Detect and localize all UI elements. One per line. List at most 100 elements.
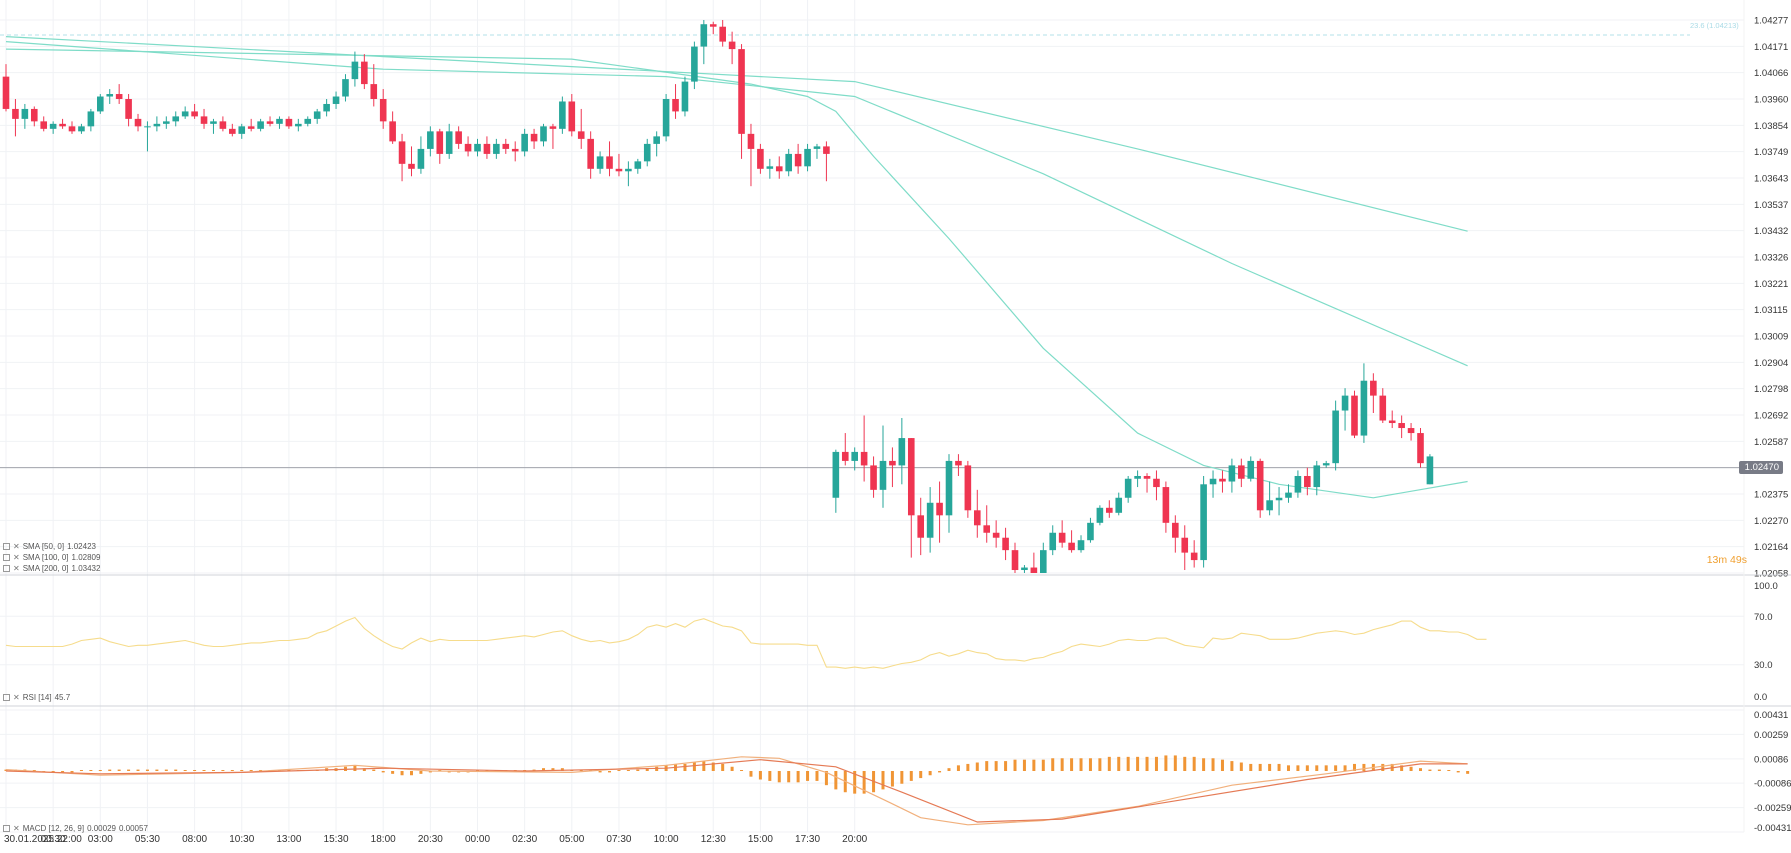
y-tick-label: 1.03537 bbox=[1754, 200, 1788, 211]
candle-body bbox=[200, 116, 208, 124]
macd-histogram-bar bbox=[645, 768, 649, 771]
legend-label: SMA [100, 0] bbox=[22, 553, 69, 562]
x-tick-label: 05:30 bbox=[135, 834, 160, 845]
macd-tick-label: 0.00259 bbox=[1754, 730, 1788, 741]
close-icon[interactable]: ✕ bbox=[13, 824, 20, 833]
candle-body bbox=[78, 126, 85, 132]
macd-histogram-bar bbox=[994, 761, 998, 771]
x-tick-label: 10:00 bbox=[654, 834, 679, 845]
candle-body bbox=[370, 84, 378, 99]
macd-histogram-bar bbox=[202, 770, 206, 771]
candle-body bbox=[323, 103, 330, 112]
candle-body bbox=[879, 460, 887, 490]
candle-body bbox=[596, 156, 604, 169]
y-tick-label: 1.03432 bbox=[1754, 226, 1788, 237]
macd-histogram-bar bbox=[61, 771, 65, 773]
candle-body bbox=[823, 146, 830, 154]
candle-body bbox=[804, 148, 811, 167]
close-icon[interactable]: ✕ bbox=[13, 553, 20, 562]
macd-histogram-bar bbox=[1419, 768, 1422, 771]
legend-sma-200[interactable]: ✕ SMA [200, 0] 1.03432 bbox=[3, 564, 100, 573]
candle-body bbox=[210, 121, 217, 124]
candle-body bbox=[813, 146, 821, 149]
candle-body bbox=[115, 94, 123, 99]
macd-histogram-bar bbox=[777, 771, 781, 783]
candle-body bbox=[144, 126, 151, 128]
macd-histogram-bar bbox=[702, 761, 706, 771]
candle-body bbox=[1040, 550, 1047, 573]
x-tick-label: 02:30 bbox=[512, 834, 537, 845]
candle-body bbox=[276, 118, 283, 124]
macd-histogram-bar bbox=[372, 769, 376, 771]
candle-body bbox=[49, 123, 57, 129]
y-tick-label: 1.02270 bbox=[1754, 516, 1788, 527]
candle-body bbox=[577, 131, 585, 139]
macd-histogram-bar bbox=[391, 771, 395, 774]
macd-histogram-bar bbox=[1400, 765, 1404, 771]
indicator-settings-icon[interactable] bbox=[3, 694, 10, 701]
rsi-tick-label: 30.0 bbox=[1754, 660, 1773, 671]
candle-body bbox=[757, 148, 764, 169]
candle-body bbox=[945, 460, 953, 516]
candle-body bbox=[87, 111, 95, 127]
legend-rsi[interactable]: ✕ RSI [14] 45.7 bbox=[3, 693, 70, 702]
rsi-line bbox=[5, 616, 1487, 669]
candle-body bbox=[1238, 465, 1245, 479]
candle-body bbox=[973, 510, 981, 526]
indicator-settings-icon[interactable] bbox=[3, 565, 10, 572]
fib-level-label: 23.6 (1.04213) bbox=[1690, 21, 1739, 30]
legend-value: 1.02809 bbox=[71, 553, 101, 562]
macd-histogram-bar bbox=[598, 771, 602, 773]
macd-histogram-bar bbox=[98, 770, 102, 771]
indicator-settings-icon[interactable] bbox=[3, 543, 10, 550]
close-icon[interactable]: ✕ bbox=[13, 542, 20, 551]
x-tick-label: 10:30 bbox=[229, 834, 254, 845]
candle-body bbox=[12, 108, 19, 119]
indicator-settings-icon[interactable] bbox=[3, 825, 10, 832]
rsi-tick-label: 100.0 bbox=[1754, 581, 1778, 592]
macd-histogram-bar bbox=[127, 769, 131, 771]
candle-body bbox=[1351, 395, 1358, 436]
candle-body bbox=[97, 96, 104, 112]
candle-body bbox=[841, 451, 849, 461]
candle-body bbox=[417, 148, 425, 169]
candle-body bbox=[936, 502, 943, 516]
candle-body bbox=[653, 136, 660, 144]
macd-histogram-bar bbox=[551, 768, 555, 771]
macd-histogram-bar bbox=[174, 769, 178, 771]
macd-histogram-bar bbox=[353, 765, 357, 771]
candle-body bbox=[549, 126, 557, 129]
candle-body bbox=[474, 143, 481, 152]
candle-body bbox=[172, 116, 180, 122]
macd-histogram-bar bbox=[1315, 765, 1319, 771]
candle-body bbox=[1426, 456, 1434, 485]
candle-body bbox=[615, 168, 623, 172]
candle-body bbox=[389, 121, 396, 142]
macd-histogram-bar bbox=[1437, 769, 1441, 771]
macd-histogram-bar bbox=[1381, 763, 1385, 771]
close-icon[interactable]: ✕ bbox=[13, 564, 20, 573]
macd-histogram-bar bbox=[230, 770, 234, 771]
x-tick-label: 08:00 bbox=[182, 834, 207, 845]
legend-sma-50[interactable]: ✕ SMA [50, 0] 1.02423 bbox=[3, 542, 96, 551]
indicator-settings-icon[interactable] bbox=[3, 554, 10, 561]
x-tick-label: 20:30 bbox=[418, 834, 443, 845]
candle-body bbox=[926, 502, 934, 538]
macd-histogram-bar bbox=[985, 761, 989, 771]
y-tick-label: 1.02058 bbox=[1754, 569, 1788, 580]
legend-sma-100[interactable]: ✕ SMA [100, 0] 1.02809 bbox=[3, 553, 100, 562]
candle-body bbox=[851, 451, 858, 461]
legend-macd[interactable]: ✕ MACD [12, 26, 9] 0.00029 0.00057 bbox=[3, 824, 148, 833]
legend-label: SMA [200, 0] bbox=[22, 564, 69, 573]
candle-body bbox=[1087, 522, 1094, 541]
macd-histogram-bar bbox=[259, 770, 263, 771]
close-icon[interactable]: ✕ bbox=[13, 693, 20, 702]
candle-body bbox=[521, 133, 528, 152]
candle-body bbox=[408, 163, 415, 169]
macd-histogram-bar bbox=[1258, 763, 1262, 771]
candle-body bbox=[247, 126, 255, 129]
macd-histogram-bar bbox=[117, 769, 121, 771]
macd-histogram-bar bbox=[155, 769, 159, 771]
